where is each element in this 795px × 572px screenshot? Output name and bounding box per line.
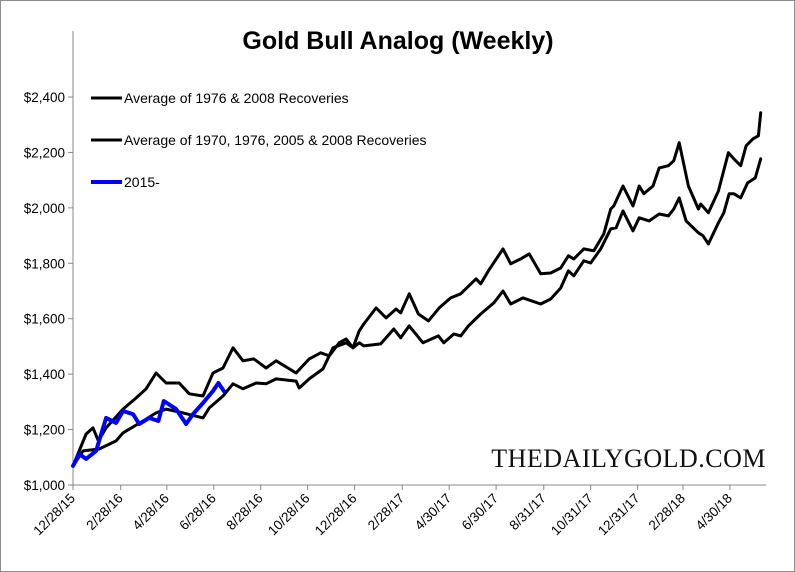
x-tick-label: 4/28/16 bbox=[130, 491, 172, 533]
legend-label-1: Average of 1976 & 2008 Recoveries bbox=[124, 90, 349, 106]
legend-label-3: 2015- bbox=[124, 174, 160, 190]
x-tick-label: 10/31/17 bbox=[548, 491, 596, 539]
y-tick-label: $2,400 bbox=[24, 90, 65, 105]
y-tick-label: $2,200 bbox=[24, 145, 65, 160]
x-tick-label: 6/30/17 bbox=[459, 491, 501, 533]
x-tick-label: 4/30/17 bbox=[412, 491, 454, 533]
x-tick-label: 12/28/16 bbox=[312, 491, 360, 539]
y-tick-label: $1,800 bbox=[24, 256, 65, 271]
chart-title: Gold Bull Analog (Weekly) bbox=[242, 27, 553, 55]
y-tick-label: $1,600 bbox=[24, 312, 65, 327]
x-tick-label: 8/28/16 bbox=[223, 491, 265, 533]
x-tick-label: 8/31/17 bbox=[506, 491, 548, 533]
x-tick-label: 6/28/16 bbox=[176, 491, 218, 533]
x-tick-label: 10/28/16 bbox=[265, 491, 313, 539]
series-line-1 bbox=[71, 111, 763, 468]
x-tick-label: 4/30/18 bbox=[693, 491, 735, 533]
watermark-logo: THEDAILYGOLD.COM bbox=[491, 444, 766, 473]
x-tick-label: 2/28/18 bbox=[646, 491, 688, 533]
legend: Average of 1976 & 2008 Recoveries Average… bbox=[91, 90, 427, 190]
y-tick-label: $2,000 bbox=[24, 201, 65, 216]
x-tick-label: 12/28/15 bbox=[30, 491, 78, 539]
y-tick-label: $1,400 bbox=[24, 367, 65, 382]
series-lines bbox=[71, 111, 763, 468]
series-line-2 bbox=[71, 157, 763, 468]
x-tick-label: 2/28/17 bbox=[365, 491, 407, 533]
legend-label-2: Average of 1970, 1976, 2005 & 2008 Recov… bbox=[124, 132, 427, 148]
series-line-3 bbox=[71, 381, 226, 468]
y-tick-label: $1,000 bbox=[24, 478, 65, 493]
y-tick-label: $1,200 bbox=[24, 423, 65, 438]
x-tick-label: 2/28/16 bbox=[83, 491, 125, 533]
x-tick-label: 12/31/17 bbox=[595, 491, 643, 539]
